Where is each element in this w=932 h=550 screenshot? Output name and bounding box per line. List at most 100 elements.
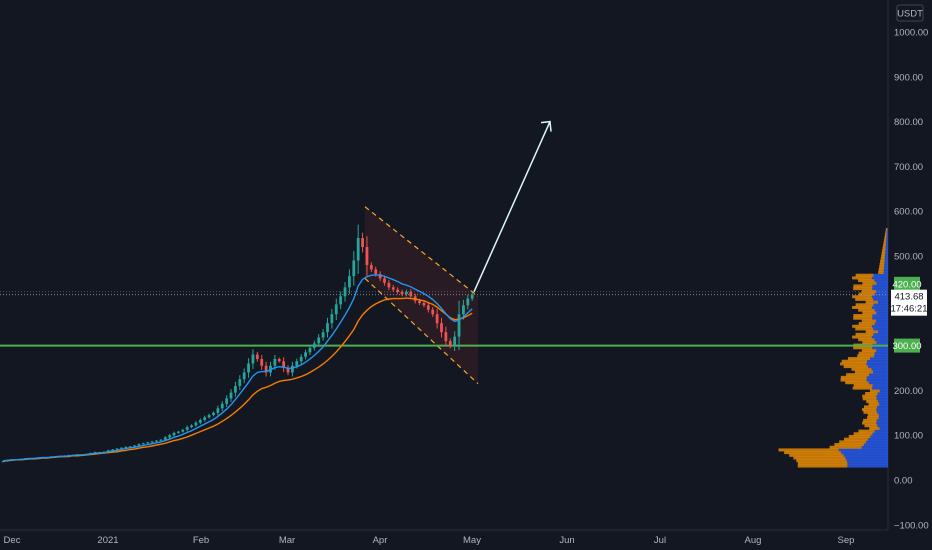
volume-bar-down bbox=[829, 445, 862, 449]
volume-bar-up bbox=[869, 373, 888, 377]
volume-bar-down bbox=[884, 236, 887, 240]
candle-body bbox=[396, 289, 400, 292]
candle-body bbox=[304, 352, 307, 357]
candle-body bbox=[462, 305, 465, 315]
candle-body bbox=[330, 314, 334, 324]
channel-lower-line[interactable] bbox=[364, 277, 479, 385]
volume-bar-up bbox=[841, 451, 888, 455]
candle-body bbox=[264, 365, 268, 373]
volume-bar-up bbox=[872, 346, 888, 350]
volume-bar-down bbox=[841, 359, 868, 363]
volume-bar-up bbox=[885, 252, 888, 256]
volume-bar-down bbox=[852, 305, 872, 309]
volume-bar-up bbox=[872, 432, 888, 436]
volume-bar-down bbox=[862, 421, 877, 425]
volume-bar-down bbox=[858, 292, 875, 296]
volume-bar-up bbox=[885, 244, 888, 248]
volume-bar-down bbox=[880, 257, 885, 261]
volume-bar-up bbox=[885, 249, 888, 253]
volume-bar-down bbox=[853, 383, 873, 387]
volume-bar-down bbox=[863, 418, 877, 422]
volume-bar-up bbox=[886, 236, 888, 240]
candle-body bbox=[133, 445, 136, 447]
volume-bar-up bbox=[876, 289, 888, 293]
candle-body bbox=[440, 323, 443, 333]
candle-body bbox=[426, 305, 430, 310]
volume-bar-down bbox=[845, 381, 869, 385]
channel-upper-line[interactable] bbox=[364, 206, 479, 297]
support-tag-label: 300.00 bbox=[892, 341, 921, 352]
volume-bar-up bbox=[878, 400, 888, 404]
volume-bar-up bbox=[872, 287, 888, 291]
candle-body bbox=[453, 336, 457, 346]
volume-bar-down bbox=[883, 241, 886, 245]
volume-bar-up bbox=[868, 437, 888, 441]
volume-bar-down bbox=[862, 281, 877, 285]
volume-bar-down bbox=[884, 233, 887, 237]
volume-bar-down bbox=[863, 405, 878, 409]
volume-bar-up bbox=[838, 448, 888, 452]
candle-body bbox=[352, 260, 356, 277]
volume-bar-down bbox=[867, 413, 879, 417]
volume-bar-down bbox=[866, 400, 879, 404]
volume-bar-up bbox=[876, 397, 888, 401]
volume-bar-down bbox=[858, 351, 875, 355]
volume-bar-down bbox=[885, 230, 887, 234]
time-axis-label: 2021 bbox=[97, 535, 118, 546]
price-axis-label: 500.00 bbox=[894, 252, 923, 263]
volume-bar-up bbox=[879, 402, 888, 406]
ema-fast-line[interactable] bbox=[2, 274, 473, 462]
volume-bar-up bbox=[873, 370, 888, 374]
candle-body bbox=[291, 365, 294, 373]
candle-body bbox=[229, 392, 233, 399]
currency-badge[interactable] bbox=[896, 4, 924, 22]
time-axis-label: Feb bbox=[193, 535, 209, 546]
resistance-tag-label: 420.00 bbox=[892, 279, 921, 290]
candle-body bbox=[299, 356, 303, 362]
volume-bar-up bbox=[871, 324, 888, 328]
volume-bar-up bbox=[876, 421, 888, 425]
candle-body bbox=[409, 291, 413, 297]
volume-bar-up bbox=[886, 230, 888, 234]
volume-bar-up bbox=[868, 365, 888, 369]
candle-body bbox=[212, 412, 215, 416]
time-axis-label: Apr bbox=[373, 535, 388, 546]
volume-bar-up bbox=[876, 340, 888, 344]
projection-arrow[interactable] bbox=[473, 120, 552, 293]
channel-fill bbox=[365, 206, 478, 384]
price-axis-label: 700.00 bbox=[894, 162, 923, 173]
candle-body bbox=[159, 439, 163, 441]
volume-bar-up bbox=[874, 292, 888, 296]
volume-bar-down bbox=[881, 252, 886, 256]
resistance-tag: 420.00 bbox=[892, 276, 922, 291]
volume-bar-down bbox=[882, 246, 886, 250]
time-scale[interactable]: Dec 2021 Feb Mar Apr May Jun Jul Aug Sep bbox=[0, 529, 888, 546]
descending-channel[interactable] bbox=[364, 206, 479, 385]
volume-bar-down bbox=[789, 453, 844, 457]
volume-bar-down bbox=[882, 249, 886, 253]
volume-bar-up bbox=[883, 271, 888, 275]
candle-body bbox=[383, 278, 386, 283]
candle-body bbox=[387, 282, 391, 288]
volume-bar-up bbox=[867, 359, 888, 363]
volume-bar-down bbox=[855, 297, 874, 301]
volume-bar-down bbox=[855, 332, 874, 336]
volume-bar-up bbox=[878, 416, 888, 420]
candle-body bbox=[348, 276, 351, 288]
volume-bar-down bbox=[878, 268, 884, 272]
price-axis-label: −100.00 bbox=[894, 520, 929, 531]
candle-body bbox=[260, 359, 264, 366]
volume-bar-down bbox=[854, 370, 874, 374]
volume-bar-down bbox=[852, 335, 872, 339]
volume-bar-down bbox=[853, 314, 873, 318]
candlestick-series bbox=[1, 224, 474, 463]
candle-body bbox=[365, 247, 369, 265]
volume-bar-down bbox=[862, 340, 877, 344]
volume-bar-down bbox=[865, 391, 878, 395]
candle-body bbox=[119, 447, 123, 449]
volume-bar-down bbox=[869, 389, 880, 393]
volume-bar-up bbox=[877, 405, 888, 409]
candle-body bbox=[247, 363, 250, 373]
